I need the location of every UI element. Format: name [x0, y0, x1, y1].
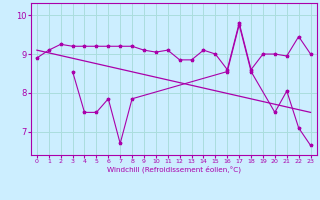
X-axis label: Windchill (Refroidissement éolien,°C): Windchill (Refroidissement éolien,°C) [107, 165, 241, 173]
